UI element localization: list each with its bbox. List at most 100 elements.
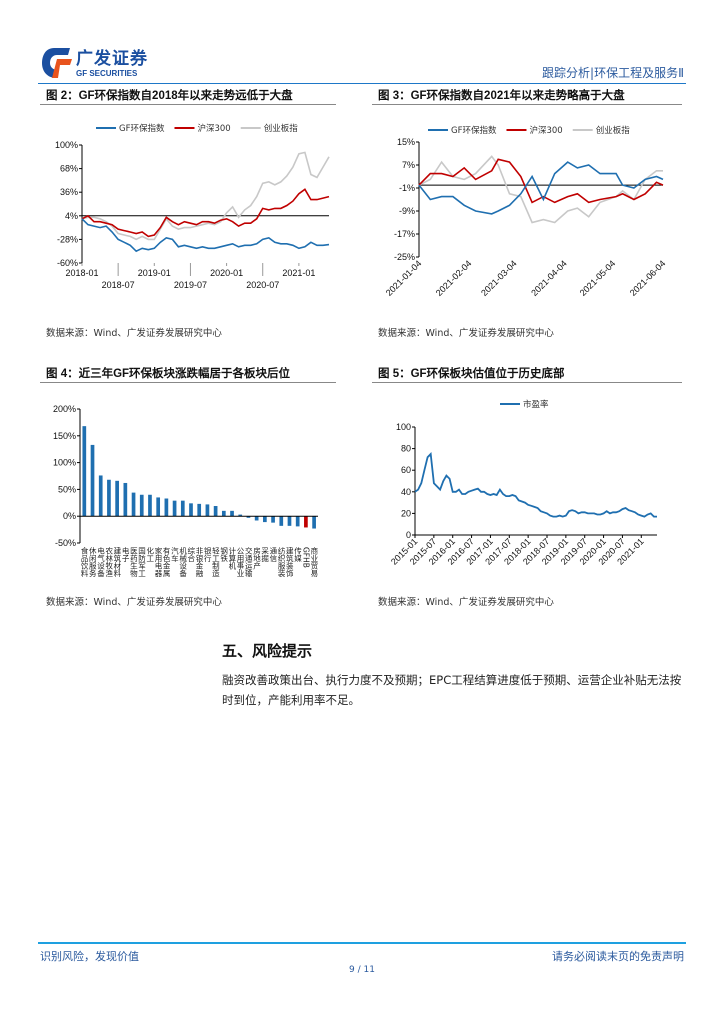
x-category-label: 公用事业 <box>236 547 246 577</box>
figure-5-title: 图 5：GF环保板块估值位于历史底部 <box>378 368 565 380</box>
x-category-label: 轻工制造 <box>211 547 221 577</box>
header-divider <box>38 83 686 84</box>
x-tick-label: 2018-01 <box>65 268 98 278</box>
y-tick-label: -60% <box>57 258 78 268</box>
x-category-label: 农林牧渔 <box>104 547 114 577</box>
y-tick-label: 7% <box>402 160 415 170</box>
bar-休闲服务 <box>90 444 95 517</box>
figure-4-title: 图 4：近三年GF环保板块涨跌幅居于各板块后位 <box>46 368 291 380</box>
figure-5-source: 数据来源：Wind、广发证券发展研究中心 <box>378 597 554 608</box>
bar-GFHB <box>304 516 308 528</box>
chart-gf-index-since-2018: 100% 68% 36% 4% -28% -60% GF环保指数 沪深300 创业板指 2018-… <box>40 108 336 292</box>
x-category-label: 纺织服装 <box>277 547 287 577</box>
bar-交通运输 <box>246 516 251 518</box>
bar-食品饮料 <box>82 426 87 517</box>
y-tick-label: 60 <box>401 465 411 475</box>
x-tick-label: 2021-02-04 <box>434 258 474 298</box>
legend-label: GF环保指数 <box>119 123 165 134</box>
series-line-创业板指 <box>81 151 330 241</box>
bar-电气设备 <box>98 475 103 517</box>
y-tick-label: -50% <box>55 538 76 548</box>
y-tick-label: 20 <box>401 508 411 518</box>
chart-sector-returns: 200% 150% 100% 50% 0% -50% 食品饮料 休闲服务 电气设备 农林牧渔 建筑材… <box>40 386 336 590</box>
x-tick-label: 2019-07 <box>174 280 207 290</box>
y-tick-label: 15% <box>397 137 415 147</box>
logo: 广发证券 GF SECURITIES <box>40 44 160 84</box>
bar-计算机 <box>230 510 234 517</box>
bar-纺织服装 <box>279 516 284 526</box>
bar-家用电器 <box>156 497 161 517</box>
x-category-label: 医药生物 <box>129 547 139 577</box>
x-category-label: 非银金融 <box>195 547 204 577</box>
bar-非银金融 <box>197 503 202 517</box>
bar-商业贸易 <box>312 516 316 529</box>
x-category-label: 电气设备 <box>96 547 106 577</box>
y-tick-label: 200% <box>53 404 76 414</box>
bar-采掘 <box>263 516 267 523</box>
figure-2-title: 图 2：GF环保指数自2018年以来走势远低于大盘 <box>46 90 293 102</box>
bar-电子 <box>123 482 128 517</box>
series-line-GF环保指数 <box>81 218 330 253</box>
x-category-label: 汽车 <box>170 547 180 562</box>
figure-3-source: 数据来源：Wind、广发证券发展研究中心 <box>378 328 554 339</box>
series-line-沪深300 <box>418 158 664 204</box>
bar-汽车 <box>172 500 177 517</box>
legend-label: 沪深300 <box>529 125 562 136</box>
bar-公用事业 <box>238 514 243 517</box>
y-tick-label: 4% <box>65 211 78 221</box>
x-category-label: 商业贸易 <box>309 547 319 577</box>
x-tick-label: 2021-01-04 <box>384 258 424 298</box>
section-title: 五、风险提示 <box>222 642 313 660</box>
bar-有色金属 <box>164 498 169 517</box>
y-tick-label: 100 <box>396 422 411 432</box>
y-tick-label: 36% <box>60 187 78 197</box>
legend-label: 创业板指 <box>264 123 299 134</box>
y-tick-label: 0% <box>63 511 76 521</box>
footer-disclaimer: 请务必阅读末页的免责声明 <box>552 950 684 963</box>
x-category-label: 采掘 <box>260 547 270 562</box>
divider <box>372 104 682 105</box>
y-tick-label: 40 <box>401 487 411 497</box>
bar-建筑材料 <box>115 480 119 517</box>
series-line-GF环保指数 <box>418 161 664 215</box>
series-line-创业板指 <box>418 155 663 224</box>
bar-通信 <box>271 516 275 523</box>
x-tick-label: 2021-03-04 <box>479 258 519 298</box>
divider <box>40 382 336 383</box>
bar-传媒 <box>295 516 300 527</box>
x-category-label: 计算机 <box>227 547 237 570</box>
x-tick-label: 2018-07 <box>102 280 135 290</box>
x-category-label: 电子 <box>121 547 131 562</box>
x-category-label: 休闲服务 <box>88 547 98 577</box>
bar-综合 <box>189 503 193 517</box>
y-tick-label: 100% <box>55 140 78 150</box>
y-tick-label: -1% <box>399 183 415 193</box>
bar-轻工制造 <box>213 506 218 517</box>
x-tick-label: 2020-07 <box>246 280 279 290</box>
chart-gf-index-since-2021: 15% 7% -1% -9% -17% -25% GF环保指数 沪深300 创业板指 2021-0… <box>372 108 682 318</box>
y-tick-label: 0 <box>406 530 411 540</box>
series-line-沪深300 <box>81 188 330 238</box>
x-category-label: 食品饮料 <box>80 547 90 577</box>
logo-mark-icon <box>42 48 72 78</box>
legend-label: 沪深300 <box>197 123 230 134</box>
report-category: 跟踪分析|环保工程及服务Ⅱ <box>542 66 684 80</box>
x-category-label: 建筑装饰 <box>285 547 295 577</box>
x-category-label: 有色金属 <box>162 547 172 577</box>
bar-钢铁 <box>221 510 226 517</box>
bar-医药生物 <box>131 492 136 517</box>
x-tick-label: 2021-06-04 <box>628 258 668 298</box>
x-category-label: 家用电器 <box>153 547 163 577</box>
y-tick-label: -28% <box>57 234 78 244</box>
page-number: 9 / 11 <box>349 965 375 975</box>
x-category-label: 建筑材料 <box>112 547 122 577</box>
bar-机械设备 <box>180 500 185 517</box>
y-tick-label: 100% <box>53 458 76 468</box>
legend-label: 市盈率 <box>523 399 549 410</box>
x-category-label: 国防军工 <box>137 547 147 577</box>
figure-2-source: 数据来源：Wind、广发证券发展研究中心 <box>46 328 222 339</box>
footer-slogan: 识别风险，发现价值 <box>40 950 139 963</box>
x-category-label: GFHB <box>301 547 311 568</box>
legend-label: 创业板指 <box>596 125 631 136</box>
x-category-label: 通信 <box>268 547 278 562</box>
